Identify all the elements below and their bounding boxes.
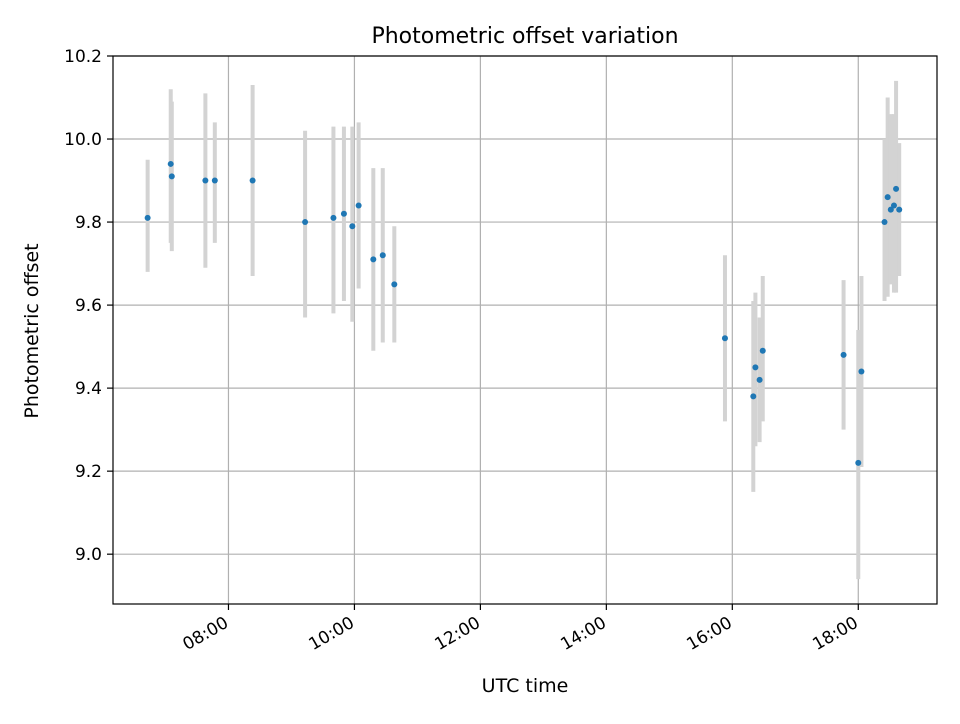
data-point [840, 351, 847, 358]
data-point [858, 368, 865, 375]
data-point [302, 219, 309, 226]
y-tick-label: 10.0 [64, 130, 102, 150]
x-axis-label: UTC time [482, 675, 569, 697]
data-point [340, 210, 347, 217]
data-point [752, 364, 759, 371]
data-point [167, 160, 174, 167]
y-tick-label: 9.2 [75, 462, 102, 482]
data-point [881, 219, 888, 226]
data-point [750, 393, 757, 400]
data-point [893, 185, 900, 192]
data-point [887, 206, 894, 213]
data-point [379, 252, 386, 259]
data-point [855, 459, 862, 466]
plot-frame [112, 55, 938, 605]
data-point [249, 177, 256, 184]
y-axis-ticks: 9.0 9.2 9.4 9.6 9.8 10.0 10.2 [64, 47, 113, 565]
data-point [756, 376, 763, 383]
data-point [370, 256, 377, 263]
data-point [890, 202, 897, 209]
data-point [896, 206, 903, 213]
data-points [144, 160, 903, 466]
chart-title: Photometric offset variation [371, 24, 678, 49]
y-tick-label: 9.0 [75, 545, 102, 565]
y-axis-label: Photometric offset [21, 243, 43, 418]
data-point [391, 281, 398, 288]
data-point [884, 194, 891, 201]
y-tick-label: 9.6 [75, 296, 102, 316]
data-point [349, 223, 356, 230]
data-point [211, 177, 218, 184]
data-point [202, 177, 209, 184]
data-point [721, 335, 728, 342]
data-point [355, 202, 362, 209]
data-point [144, 214, 151, 221]
data-point [168, 173, 175, 180]
y-tick-label: 9.8 [75, 213, 102, 233]
grid [113, 55, 937, 604]
data-point [759, 347, 766, 354]
y-tick-label: 9.4 [75, 379, 102, 399]
y-tick-label: 10.2 [64, 47, 102, 67]
data-point [330, 214, 337, 221]
